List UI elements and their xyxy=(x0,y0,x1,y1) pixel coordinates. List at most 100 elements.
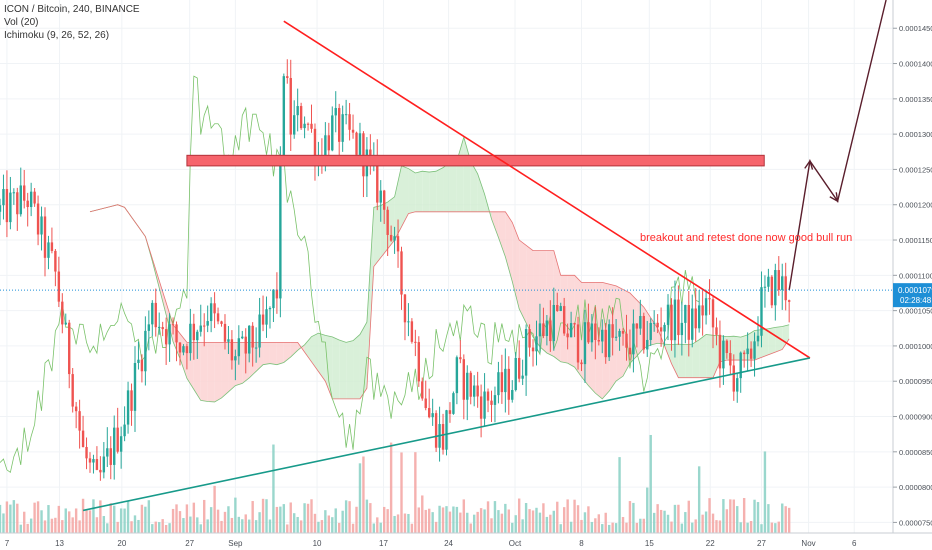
candle-body xyxy=(158,327,161,329)
volume-bar xyxy=(241,519,244,533)
price-tick-label: 0.0001450 xyxy=(899,24,932,33)
volume-bar xyxy=(206,519,209,533)
cloud-segment xyxy=(519,240,527,323)
candle-body xyxy=(393,236,396,241)
volume-bar xyxy=(677,504,680,533)
volume-bar xyxy=(711,513,715,533)
candle-body xyxy=(248,325,251,354)
volume-bar xyxy=(607,524,611,533)
cloud-segment xyxy=(526,245,534,338)
volume-bar xyxy=(770,522,774,533)
cloud-segment xyxy=(436,167,444,212)
volume-bar xyxy=(618,457,621,533)
volume-bar xyxy=(514,515,517,533)
volume-bar xyxy=(164,524,168,533)
volume-bar xyxy=(531,510,535,533)
volume-bar xyxy=(725,509,729,533)
volume-bar xyxy=(372,523,376,533)
candle-body xyxy=(684,304,687,323)
volume-bar xyxy=(697,466,701,533)
cloud-segment xyxy=(193,342,201,401)
volume-bar xyxy=(774,523,777,533)
candle-body xyxy=(587,322,590,343)
volume-bar xyxy=(493,501,497,533)
cloud-segment xyxy=(373,205,381,267)
candle-body xyxy=(559,306,562,311)
candle-body xyxy=(666,304,670,325)
volume-bar xyxy=(258,512,261,533)
time-tick-label: 22 xyxy=(706,539,715,548)
volume-bar xyxy=(497,510,500,533)
candle-body xyxy=(64,322,67,325)
candle-body xyxy=(36,203,40,235)
cloud-segment xyxy=(449,161,457,212)
time-tick-label: 27 xyxy=(757,539,766,548)
candle-body xyxy=(362,133,365,177)
volume-bar xyxy=(158,522,161,533)
volume-bar xyxy=(50,518,54,533)
candle-body xyxy=(611,324,614,338)
volume-bar xyxy=(116,521,119,533)
volume-bar xyxy=(9,504,12,533)
volume-bar xyxy=(666,514,670,533)
volume-bar xyxy=(469,523,472,533)
candle-body xyxy=(490,400,493,405)
volume-bar xyxy=(140,504,144,533)
volume-bar xyxy=(237,516,241,533)
candle-body xyxy=(313,128,317,165)
cloud-segment xyxy=(332,336,340,399)
candle-body xyxy=(566,333,569,338)
candle-body xyxy=(639,316,642,329)
candle-body xyxy=(739,352,742,379)
volume-bar xyxy=(29,518,33,533)
candle-body xyxy=(19,185,22,215)
cloud-segment xyxy=(311,333,319,372)
volume-bar xyxy=(486,501,490,533)
volume-bar xyxy=(358,463,362,533)
volume-bar xyxy=(348,501,351,533)
cloud-segment xyxy=(740,334,748,361)
legend-ichimoku[interactable]: Ichimoku (9, 26, 52, 26) xyxy=(4,30,110,41)
candle-body xyxy=(379,190,382,203)
volume-bar xyxy=(275,506,279,533)
volume-bar xyxy=(244,514,247,533)
price-tick-label: 0.0001200 xyxy=(899,201,932,210)
candle-body xyxy=(147,324,151,331)
candle-body xyxy=(230,339,234,361)
volume-bar xyxy=(445,506,448,533)
volume-bar xyxy=(272,444,275,533)
candle-body xyxy=(538,323,542,337)
candle-body xyxy=(673,299,677,341)
candle-body xyxy=(220,321,223,324)
candle-body xyxy=(507,368,511,400)
volume-bar xyxy=(2,513,5,533)
volume-bar xyxy=(732,499,735,533)
volume-bar xyxy=(327,515,331,533)
candle-body xyxy=(535,336,538,352)
cloud-segment xyxy=(706,334,714,378)
volume-bar xyxy=(552,510,555,533)
cloud-segment xyxy=(276,342,284,365)
volume-bar xyxy=(511,522,514,533)
time-tick-label: 17 xyxy=(379,539,388,548)
legend-symbol[interactable]: ICON / Bitcoin, 240, BINANCE xyxy=(4,4,140,15)
volume-bar xyxy=(500,513,504,533)
volume-bar xyxy=(569,521,573,533)
candle-body xyxy=(306,123,310,125)
volume-bar xyxy=(736,506,739,533)
volume-bar xyxy=(178,511,182,533)
candle-body xyxy=(722,340,725,369)
volume-bar xyxy=(452,506,455,533)
volume-bar xyxy=(369,503,372,533)
candle-body xyxy=(237,338,241,357)
senkou-span-a xyxy=(89,135,790,403)
volume-bar xyxy=(57,505,61,533)
volume-bar xyxy=(670,521,673,533)
legend-volume[interactable]: Vol (20) xyxy=(4,17,39,28)
candle-body xyxy=(542,323,545,337)
candle-body xyxy=(697,305,701,329)
candle-body xyxy=(396,236,400,252)
